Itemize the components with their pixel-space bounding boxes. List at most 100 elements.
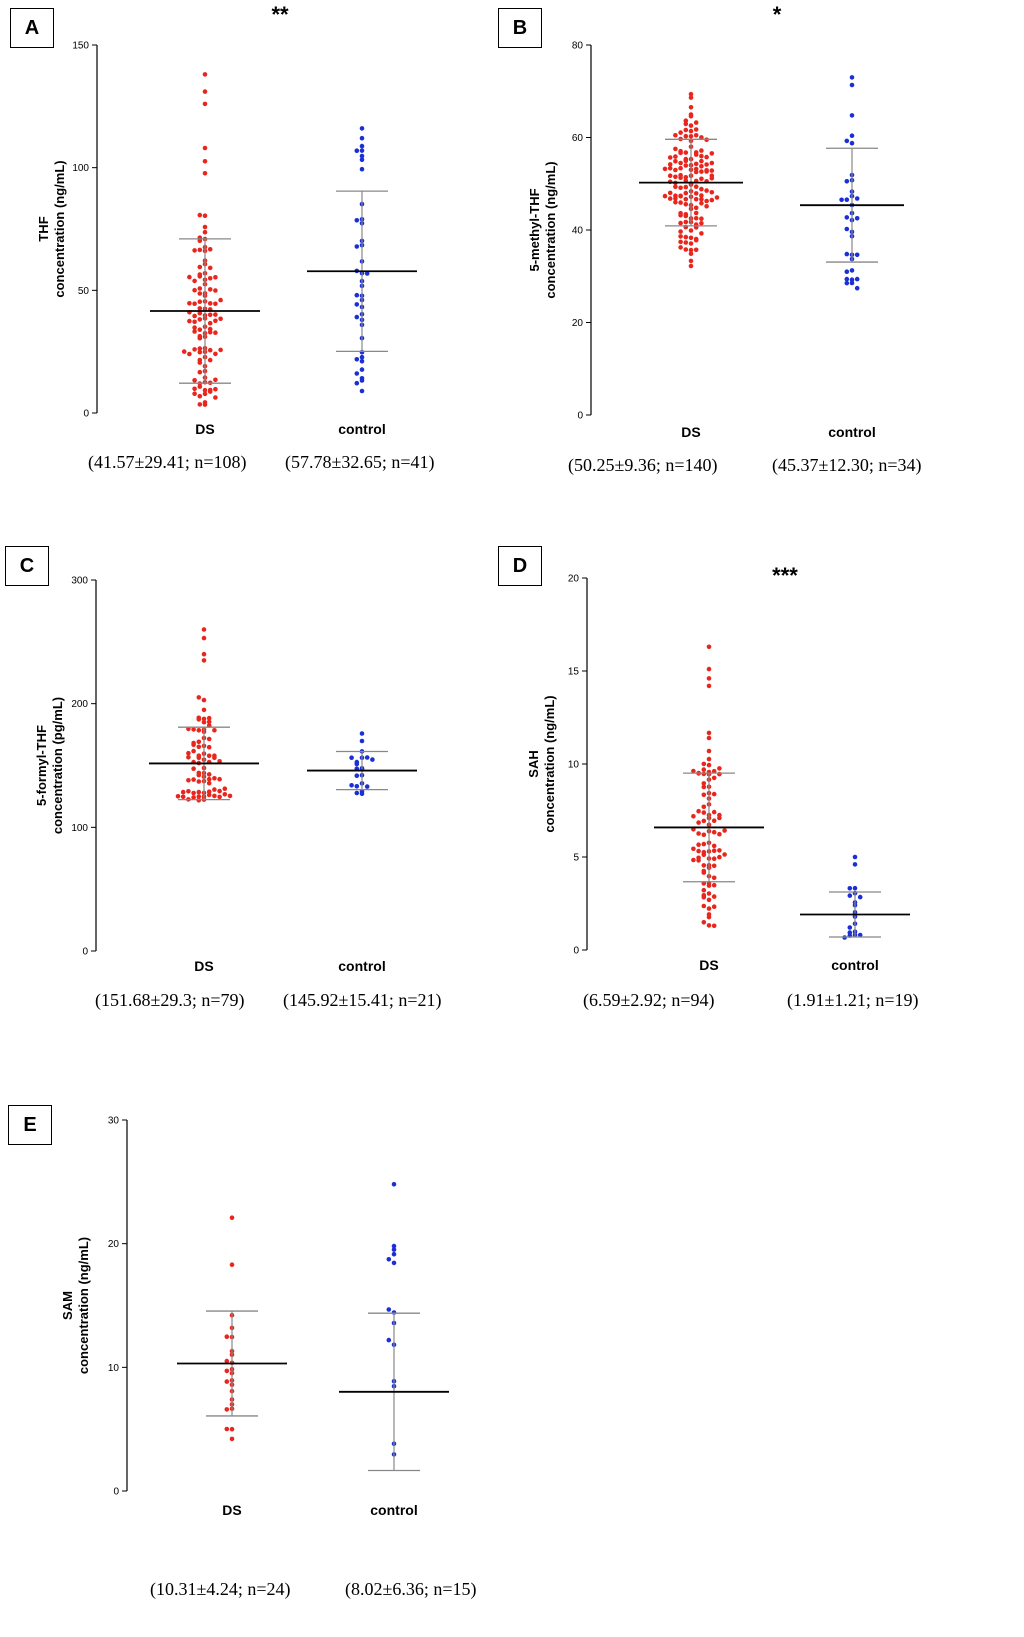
ds-data-point [683,184,689,190]
ds-data-point [678,245,683,250]
y-axis-label-line2: concentration (ng/mL) [52,160,67,297]
ds-data-point [678,185,683,191]
control-data-point [844,280,850,286]
ds-data-point [683,213,689,219]
ds-data-point [201,627,207,632]
stat-label-control-e: (8.02±6.36; n=15) [345,1579,477,1599]
ds-data-point [192,329,197,334]
y-tick-label: 200 [71,699,88,710]
ds-data-point [673,174,678,180]
control-data-point [359,367,365,372]
ds-data-point [696,808,701,814]
ds-data-point [180,789,186,795]
stat-label-control-b: (45.37±12.30; n=34) [772,455,922,475]
ds-data-point [706,883,712,888]
control-data-point [849,113,855,118]
ds-data-point [197,327,203,333]
ds-data-point [186,789,191,794]
ds-data-point [688,128,694,134]
ds-data-point [696,831,701,836]
ds-data-point [711,894,717,899]
ds-data-point [197,335,203,341]
control-data-point [852,862,858,867]
ds-data-point [717,766,722,771]
control-data-point [844,251,850,257]
control-data-point [386,1337,392,1343]
control-data-point [354,784,360,789]
panel-letter-e: E [8,1105,52,1145]
y-tick-label: 50 [78,286,90,297]
ds-data-point [706,748,712,754]
ds-data-point [196,772,202,778]
ds-data-point [202,387,208,393]
ds-data-point [673,133,678,138]
y-axis-label-line2: concentration (ng/mL) [76,1237,91,1374]
ds-data-point [202,224,208,230]
ds-data-point [201,658,207,663]
y-tick-label: 0 [113,1487,119,1498]
y-tick-label: 0 [82,947,88,958]
ds-data-point [701,810,707,815]
ds-data-point [683,175,689,180]
ds-data-point [701,863,707,868]
ds-data-point [678,172,683,178]
ds-data-point [693,184,699,189]
ds-data-point [229,1215,235,1220]
ds-data-point [711,923,717,929]
panel-letter-d: D [498,546,542,586]
ds-data-point [711,875,717,881]
ds-data-point [683,219,689,225]
ds-data-point [206,780,212,786]
ds-data-point [673,154,678,159]
ds-data-point [704,169,709,174]
ds-data-point [678,239,683,245]
ds-data-point [197,349,203,355]
ds-data-point [693,169,699,175]
stat-label-control-d: (1.91±1.21; n=19) [787,990,919,1010]
control-data-point [354,148,360,153]
ds-data-point [667,155,673,160]
ds-data-point [699,201,704,206]
ds-data-point [217,788,222,794]
control-data-point [364,271,370,276]
ds-data-point [704,198,709,204]
ds-data-point [678,229,683,234]
y-tick-label: 300 [71,576,88,587]
ds-data-point [691,768,696,774]
ds-data-point [212,787,217,792]
control-data-point [364,755,370,760]
ds-data-point [711,829,717,835]
ds-data-point [192,313,197,319]
chart-b: 0 20 40 60 80 5-methyl-THF concentration (ng/m… [527,2,904,440]
ds-data-point [678,234,683,239]
ds-data-point [709,197,715,203]
ds-data-point [206,776,212,782]
ds-data-point [224,1368,230,1374]
panel-letter-c: C [5,546,49,586]
ds-data-point [202,229,208,235]
ds-data-point [699,135,704,140]
ds-data-point [691,814,696,819]
control-data-point [857,894,863,900]
control-data-point [849,268,855,273]
x-category-label: DS [194,958,213,974]
ds-data-point [706,683,712,689]
control-data-point [847,893,853,898]
ds-data-point [704,204,709,209]
x-category-label: control [831,957,878,973]
ds-data-point [701,895,707,900]
ds-data-point [187,301,192,306]
stat-label-ds-a: (41.57±29.41; n=108) [88,452,247,472]
y-tick-label: 0 [573,946,579,957]
ds-data-point [207,265,213,271]
control-data-point [849,280,855,286]
ds-data-point [217,794,222,800]
control-data-point [359,148,365,153]
ds-data-point [688,134,694,139]
control-data-point [849,133,855,138]
control-data-point [359,388,365,394]
control-data-point [349,755,354,760]
ds-data-point [196,753,202,758]
ds-data-point [197,264,203,270]
ds-data-point [711,818,717,823]
